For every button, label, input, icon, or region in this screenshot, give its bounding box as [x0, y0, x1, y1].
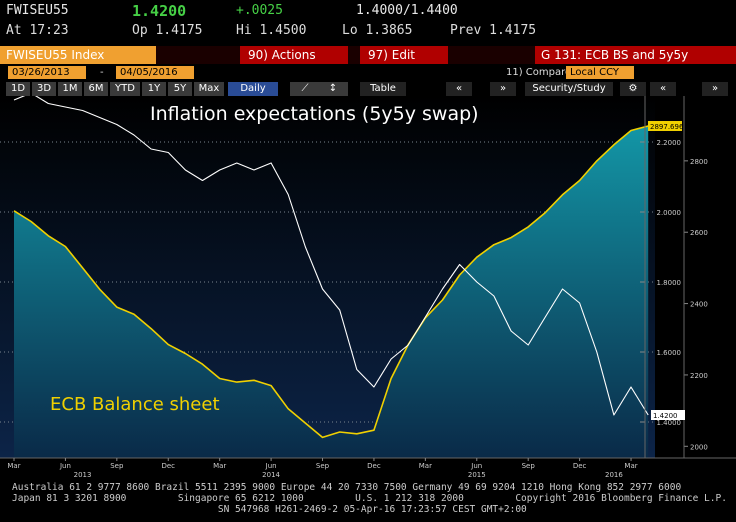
graph-name: G 131: ECB BS and 5y5y — [535, 46, 736, 64]
y2-tick-label: 2000 — [690, 443, 708, 451]
axes: 1.4000 1.6000 1.8000 2.0000 2.2000 2000 2200 24… — [0, 96, 736, 479]
year-label: 2013 — [74, 471, 92, 479]
zoom-out-icon[interactable]: « — [650, 82, 676, 96]
year-label: 2014 — [262, 471, 280, 479]
bid-ask: 1.4000/1.4400 — [356, 3, 458, 18]
low: Lo 1.3865 — [342, 23, 413, 38]
y2-tick-label: 2400 — [690, 301, 708, 309]
currency[interactable]: Local CCY — [566, 66, 634, 79]
series-label: Inflation expectations (5y5y swap) — [150, 103, 479, 125]
period-button[interactable]: 1D — [6, 82, 30, 96]
y-tick-label: 2.0000 — [657, 209, 682, 217]
year-label: 2016 — [605, 471, 623, 479]
footer-line: Australia 61 2 9777 8600 Brazil 5511 239… — [12, 482, 682, 493]
plot-area — [0, 96, 655, 458]
footer-line: Japan 81 3 3201 8900 Singapore 65 6212 1… — [12, 493, 727, 504]
last-value-label: 2897.696 — [650, 123, 684, 131]
last-value-box — [648, 121, 682, 132]
open: Op 1.4175 — [132, 23, 203, 38]
x-tick-label: Jun — [59, 462, 71, 470]
date-separator: - — [100, 67, 104, 78]
y-tick-label: 1.8000 — [657, 279, 682, 287]
area — [14, 126, 649, 458]
scroll-left[interactable]: « — [446, 82, 472, 96]
x-tick-label: Jun — [470, 462, 482, 470]
period-button[interactable]: 6M — [84, 82, 108, 96]
footer-line: SN 547968 H261-2469-2 05-Apr-16 17:23:57… — [12, 504, 527, 515]
start-date[interactable]: 03/26/2013 — [8, 66, 86, 79]
x-tick-label: Mar — [419, 462, 432, 470]
scroll-right[interactable]: » — [490, 82, 516, 96]
period-button[interactable]: YTD — [110, 82, 140, 96]
security: FWISEU55 Index — [0, 46, 156, 64]
y2-tick-label: 2200 — [690, 372, 708, 380]
study-button[interactable]: Security/Study — [525, 82, 613, 96]
period-button[interactable]: 1Y — [142, 82, 166, 96]
last-price: 1.4200 — [132, 2, 187, 20]
end-date[interactable]: 04/05/2016 — [116, 66, 194, 79]
x-tick-label: Mar — [213, 462, 226, 470]
x-tick-label: Mar — [7, 462, 20, 470]
study-icon[interactable]: ↕ — [318, 82, 348, 96]
last-value-label: 1.4200 — [653, 412, 678, 420]
x-tick-label: Sep — [110, 462, 124, 470]
actions-button[interactable]: 90) Actions — [240, 46, 348, 64]
line-icon[interactable]: ⟋ — [290, 82, 320, 96]
compare[interactable]: 11) Compare — [506, 67, 572, 78]
y-tick-label: 2.2000 — [657, 139, 682, 147]
prev: Prev 1.4175 — [450, 23, 537, 38]
period-button[interactable]: Max — [194, 82, 224, 96]
x-tick-label: Dec — [367, 462, 381, 470]
time: At 17:23 — [6, 23, 69, 38]
y-tick-label: 1.4000 — [657, 419, 682, 427]
x-tick-label: Mar — [624, 462, 637, 470]
table-button[interactable]: Table — [360, 82, 406, 96]
x-tick-label: Sep — [316, 462, 330, 470]
change: +.0025 — [236, 3, 283, 18]
frequency-button[interactable]: Daily — [228, 82, 278, 96]
last-value-box — [651, 410, 685, 420]
line — [13, 125, 649, 439]
y2-tick-label: 2800 — [690, 158, 708, 166]
period-button[interactable]: 1M — [58, 82, 82, 96]
x-tick-label: Dec — [573, 462, 587, 470]
ticker: FWISEU55 — [6, 3, 69, 18]
year-label: 2015 — [468, 471, 486, 479]
zoom-in-icon[interactable]: » — [702, 82, 728, 96]
period-button[interactable]: 5Y — [168, 82, 192, 96]
y-tick-label: 1.6000 — [657, 349, 682, 357]
x-tick-label: Jun — [265, 462, 277, 470]
period-button[interactable]: 3D — [32, 82, 56, 96]
series-label: ECB Balance sheet — [50, 394, 220, 415]
y2-tick-label: 2600 — [690, 229, 708, 237]
high: Hi 1.4500 — [236, 23, 307, 38]
x-tick-label: Sep — [522, 462, 536, 470]
settings-icon[interactable]: ⚙ — [620, 82, 646, 96]
x-tick-label: Dec — [161, 462, 175, 470]
line — [13, 96, 649, 416]
edit-button[interactable]: 97) Edit — [360, 46, 448, 64]
